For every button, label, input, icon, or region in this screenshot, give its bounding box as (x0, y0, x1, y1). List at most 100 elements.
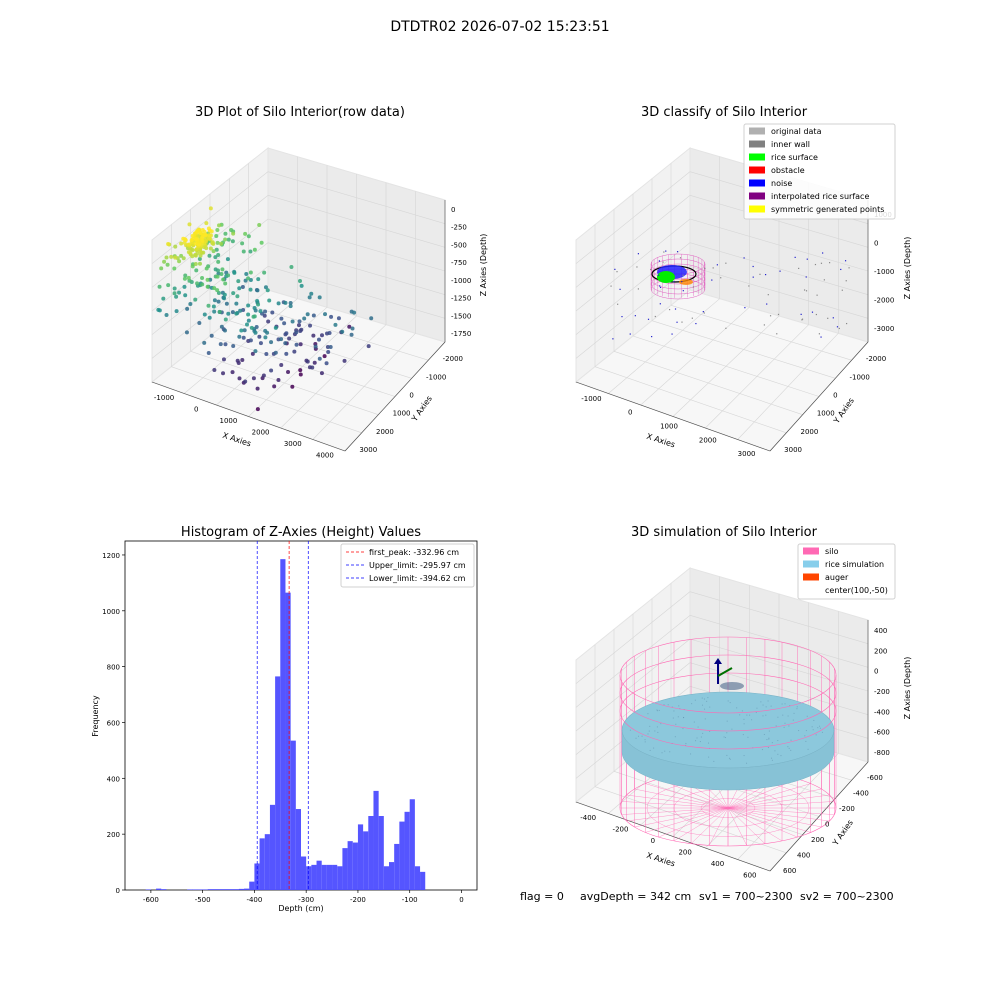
data-point (311, 333, 316, 338)
histogram-bar (213, 889, 219, 890)
data-point (323, 312, 328, 317)
scatter-point (637, 253, 640, 255)
rice-texture (693, 721, 695, 723)
data-point (172, 286, 177, 291)
x-tick-label: 0 (628, 409, 632, 417)
data-point (205, 277, 210, 282)
scatter-point (822, 252, 824, 254)
data-point (302, 316, 307, 321)
y-tick-label: -200 (839, 805, 855, 813)
rice-texture (768, 730, 770, 732)
data-point (257, 222, 262, 227)
data-point (340, 329, 345, 334)
scatter-point (759, 273, 761, 275)
histogram-bar (409, 799, 415, 890)
data-point (221, 357, 226, 362)
data-point (230, 370, 235, 375)
scatter-point (845, 322, 848, 325)
rice-texture (709, 730, 711, 732)
data-point (225, 257, 230, 262)
rice-texture (677, 716, 679, 718)
data-point (217, 309, 222, 314)
data-point (181, 236, 186, 241)
histogram-title: Histogram of Z-Axies (Height) Values (181, 525, 421, 540)
scatter-point (647, 318, 650, 320)
data-point (212, 309, 217, 314)
rice-texture (805, 740, 807, 742)
data-point (241, 249, 246, 254)
classify-x-axis-label: X Axies (645, 432, 676, 450)
data-point (312, 360, 317, 365)
y-tick-label: 600 (107, 719, 120, 727)
silo-ring (619, 654, 837, 732)
data-point (246, 234, 251, 239)
data-point (212, 286, 217, 291)
data-point (284, 331, 289, 336)
x-tick-label: 0 (651, 837, 655, 845)
data-point (179, 241, 184, 246)
data-point (307, 295, 312, 300)
simulation-plot-title: 3D simulation of Silo Interior (631, 525, 818, 540)
x-tick-label: 0 (459, 896, 463, 904)
data-point (213, 255, 218, 260)
histogram-bar (290, 740, 296, 890)
rice-texture (790, 739, 792, 741)
data-point (263, 309, 268, 314)
histogram-bar (301, 856, 307, 890)
rice-texture (746, 714, 748, 716)
rice-texture (701, 704, 703, 706)
data-point (290, 319, 295, 324)
rice-texture (765, 714, 767, 716)
x-tick-label: 4000 (316, 451, 334, 459)
data-point (187, 222, 192, 227)
data-point (298, 278, 303, 283)
scatter-point (725, 262, 727, 264)
scatter-point (676, 251, 679, 253)
wall-gridline (689, 591, 869, 644)
rice-texture (685, 742, 687, 744)
scatter-point (798, 267, 800, 270)
rice-texture (811, 726, 813, 728)
data-point (195, 281, 200, 286)
rice-texture (760, 701, 762, 703)
rice-texture (653, 747, 655, 749)
rice-texture (767, 700, 769, 702)
data-point (194, 247, 199, 252)
data-point (235, 294, 240, 299)
histogram-bars (145, 559, 426, 890)
data-point (246, 276, 251, 281)
histogram-bar (316, 860, 322, 890)
rice-texture (683, 709, 685, 711)
legend-label: Upper_limit: -295.97 cm (369, 561, 466, 570)
z-tick-label: 0 (874, 240, 878, 248)
scatter-point (619, 288, 621, 290)
data-point (215, 274, 220, 279)
data-point (248, 270, 253, 275)
scatter-point (634, 315, 636, 317)
scatter-point (840, 268, 842, 271)
data-point (252, 305, 257, 310)
histogram-bar (420, 871, 426, 890)
y-tick-label: 0 (833, 391, 837, 399)
rice-texture (780, 755, 782, 757)
data-point (193, 297, 198, 302)
scatter-point (845, 280, 847, 282)
histogram-y-axis-label: Frequency (91, 695, 100, 737)
legend-swatch (803, 547, 819, 555)
x-tick-label: 1000 (220, 417, 238, 425)
data-point (230, 239, 235, 244)
histogram-bar (378, 816, 384, 890)
data-point (244, 271, 249, 276)
raw-z-axis-label: Z Axies (Depth) (479, 234, 488, 297)
rice-texture (704, 718, 706, 720)
rice-texture (798, 730, 800, 732)
silo-floor-ring (700, 798, 756, 818)
rice-texture (696, 737, 698, 739)
data-point (186, 250, 191, 255)
y-tick-label: 2000 (801, 428, 819, 436)
histogram-x-axis-label: Depth (cm) (278, 904, 323, 913)
x-axis-line (575, 801, 771, 872)
scatter-point (610, 285, 612, 287)
x-tick-label: -400 (580, 814, 596, 822)
histogram-bar (228, 889, 234, 890)
